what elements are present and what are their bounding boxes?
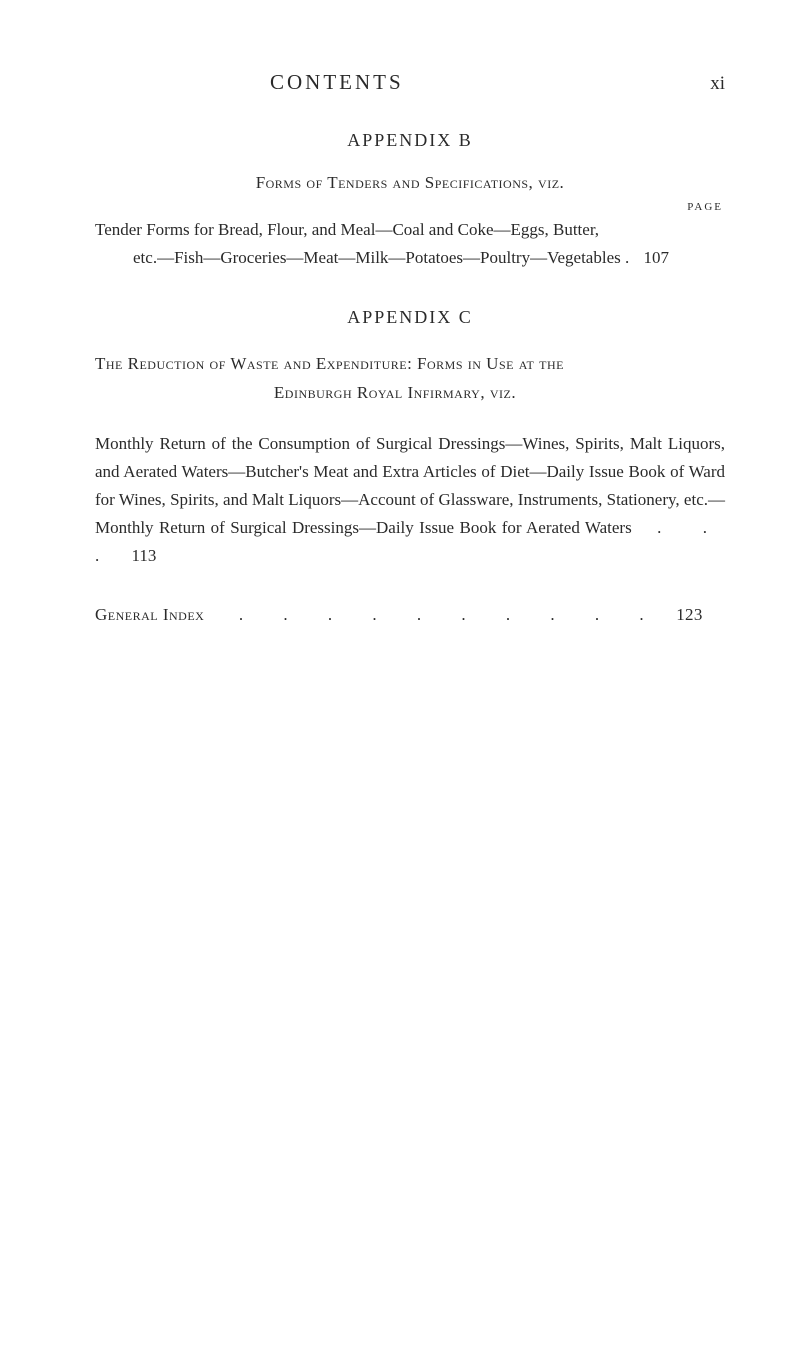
page-label: PAGE — [95, 201, 723, 213]
appendix-b-heading: APPENDIX B — [95, 130, 725, 151]
general-index-page: 123 — [676, 605, 702, 624]
appendix-c-entry: Monthly Return of the Consumption of Sur… — [95, 430, 725, 570]
appendix-b-entry: Tender Forms for Bread, Flour, and Meal—… — [95, 216, 725, 272]
section-title-line2: Edinburgh Royal Infirmary, viz. — [95, 379, 725, 408]
entry-text-line1: Tender Forms for Bread, Flour, and Meal—… — [95, 216, 725, 244]
entry-text-line2: etc.—Fish—Groceries—Meat—Milk—Potatoes—P… — [95, 244, 725, 272]
appendix-c-heading: APPENDIX C — [95, 307, 725, 328]
appendix-b-section-title: Forms of Tenders and Specifications, viz… — [95, 173, 725, 193]
appendix-c-section-title: The Reduction of Waste and Expenditure: … — [95, 350, 725, 408]
entry-page-number: 107 — [643, 248, 669, 267]
entry-page-number: 113 — [132, 546, 157, 565]
page-number-roman: xi — [710, 73, 725, 95]
general-index-label: General Index — [95, 605, 204, 624]
section-title-line1: The Reduction of Waste and Expenditure: … — [95, 354, 564, 373]
contents-title: CONTENTS — [270, 70, 404, 95]
entry-text: Monthly Return of the Consumption of Sur… — [95, 434, 725, 537]
header-row: CONTENTS xi — [95, 70, 725, 95]
general-index-row: General Index . . . . . . . . . . 123 — [95, 605, 725, 625]
general-index-dots: . . . . . . . . . . — [239, 605, 662, 624]
entry-line2-text: etc.—Fish—Groceries—Meat—Milk—Potatoes—P… — [133, 248, 629, 267]
